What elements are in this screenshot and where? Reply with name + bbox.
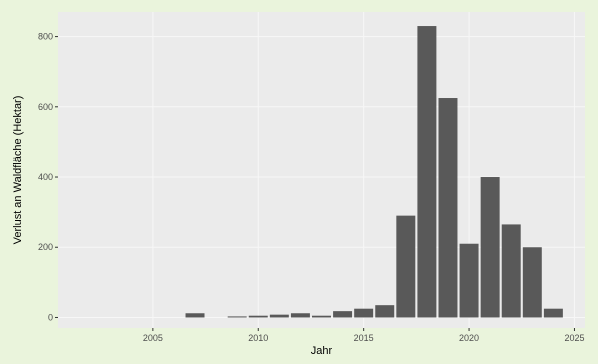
y-tick-label: 400 [38, 172, 53, 182]
bar-2024 [543, 308, 563, 318]
grid-lines [58, 12, 585, 328]
y-tick-label: 200 [38, 242, 53, 252]
bar-2007 [185, 313, 205, 318]
bar-2011 [269, 314, 289, 318]
y-axis: 0 200 400 600 800 [38, 32, 58, 322]
y-tick-label: 800 [38, 32, 53, 42]
x-tick-label: 2005 [143, 333, 163, 343]
y-tick-label: 0 [48, 312, 53, 322]
x-tick-label: 2020 [459, 333, 479, 343]
x-axis: 2005 2010 2015 2020 2025 [143, 328, 584, 343]
x-axis-title: Jahr [311, 345, 333, 357]
x-tick-label: 2015 [354, 333, 374, 343]
y-tick-label: 600 [38, 102, 53, 112]
bar-2014 [333, 311, 353, 318]
x-tick-label: 2025 [564, 333, 584, 343]
bar-2022 [501, 224, 521, 318]
bar-2016 [375, 305, 395, 318]
bar-2012 [290, 313, 310, 318]
bar-2019 [438, 98, 458, 318]
bar-2021 [480, 177, 500, 318]
bar-2015 [354, 308, 374, 318]
bar-2017 [396, 215, 416, 318]
bar-2023 [522, 247, 542, 318]
bar-2020 [459, 243, 479, 318]
y-axis-title: Verlust an Waldfläche (Hektar) [12, 96, 24, 245]
x-tick-label: 2010 [248, 333, 268, 343]
bar-2018 [417, 26, 437, 318]
bar-2013 [312, 315, 331, 318]
bar-2010 [248, 315, 268, 318]
bar-2009 [227, 316, 247, 318]
bars [185, 26, 563, 318]
